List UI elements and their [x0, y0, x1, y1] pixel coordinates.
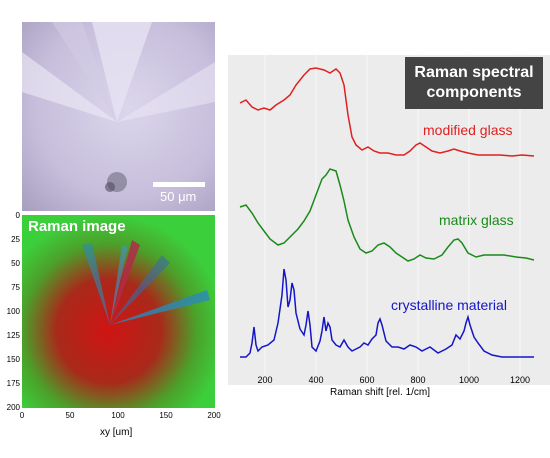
scale-label: 50 μm [160, 189, 197, 204]
x-tick-label: 1200 [509, 375, 531, 385]
legend-box: Raman spectral components [405, 57, 543, 109]
legend-title-line: Raman spectral [414, 64, 534, 81]
x-tick-label: 1000 [458, 375, 480, 385]
y-tick-label: 175 [6, 379, 20, 388]
label-modified-glass: modified glass [423, 122, 513, 138]
y-tick-label: 75 [11, 283, 20, 292]
legend-title-line: components [426, 84, 522, 101]
y-tick-label: 125 [6, 331, 20, 340]
x-tick-label: 50 [65, 411, 75, 420]
raman-image-title: Raman image [28, 218, 126, 235]
y-tick-label: 200 [6, 403, 20, 412]
spectra-plot [228, 55, 550, 405]
spectrum-modified-glass [239, 67, 535, 157]
light-microscope-image [22, 22, 215, 211]
x-tick-label: 600 [359, 375, 375, 385]
x-tick-label: 200 [257, 375, 273, 385]
x-axis-label: xy [um] [100, 427, 133, 438]
x-tick-label: 150 [159, 411, 173, 420]
plot-background [228, 55, 550, 385]
label-matrix-glass: matrix glass [439, 212, 514, 228]
x-tick-label: 200 [207, 411, 221, 420]
microscope-title: Light microscope image [6, 4, 179, 21]
x-tick-label: 100 [111, 411, 125, 420]
raman-image [22, 215, 215, 408]
y-tick-label: 150 [6, 355, 20, 364]
x-tick-label: 800 [410, 375, 426, 385]
y-tick-label: 100 [6, 307, 20, 316]
x-tick-label: 0 [19, 411, 25, 420]
x-tick-label: 400 [308, 375, 324, 385]
y-tick-label: 0 [15, 211, 20, 220]
x-axis-label: Raman shift [rel. 1/cm] [330, 387, 431, 398]
spectrum-matrix-glass [239, 168, 535, 262]
scale-bar [153, 182, 205, 187]
y-tick-label: 50 [11, 259, 20, 268]
spectrum-crystalline-material [240, 268, 534, 358]
label-crystalline-material: crystalline material [391, 297, 507, 313]
y-tick-label: 25 [11, 235, 20, 244]
